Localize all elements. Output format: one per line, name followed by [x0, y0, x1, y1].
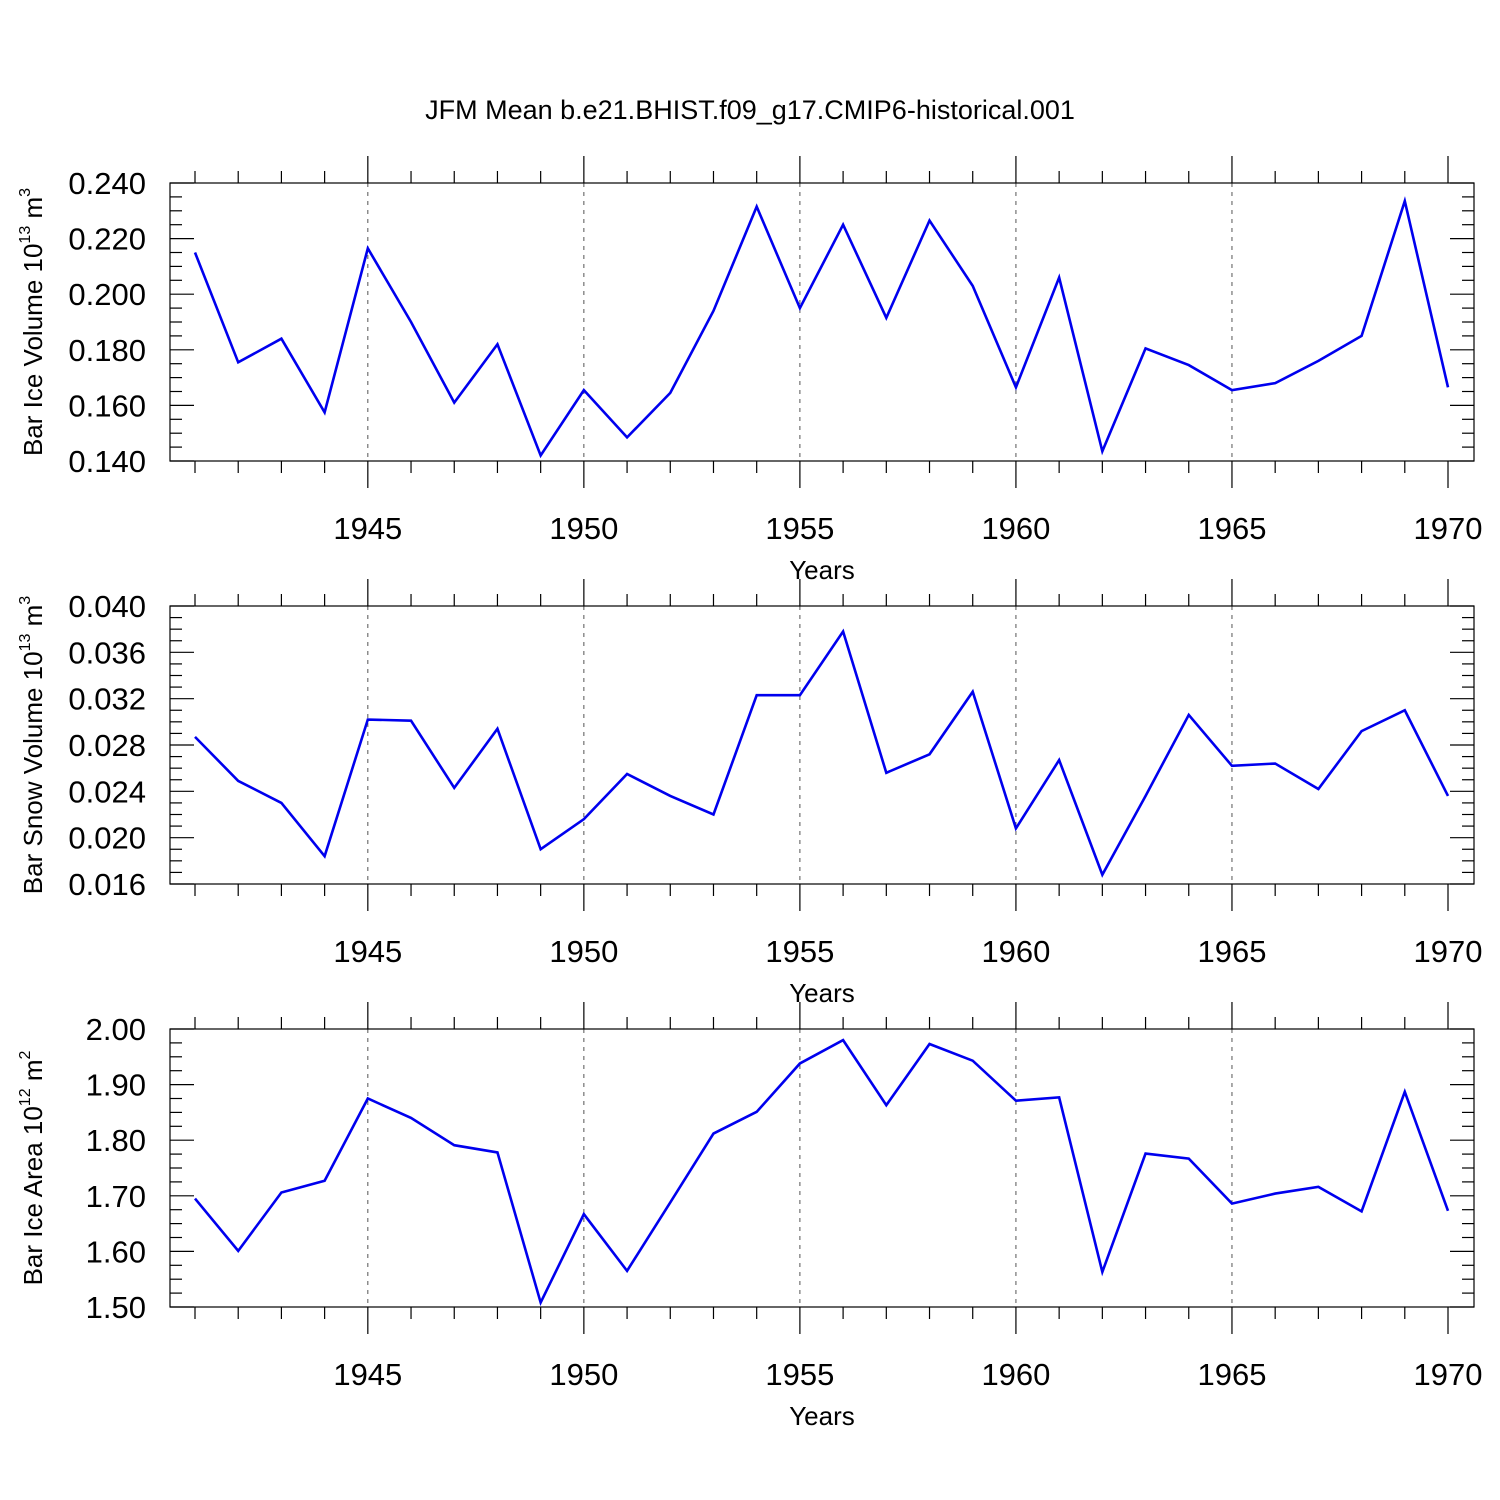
x-tick-label: 1945 [333, 1357, 402, 1392]
y-tick-label: 0.016 [68, 867, 146, 902]
y-axis-label-unit: m [18, 197, 48, 226]
chart-title: JFM Mean b.e21.BHIST.f09_g17.CMIP6-histo… [425, 95, 1075, 125]
y-tick-label: 1.80 [86, 1123, 146, 1158]
x-tick-label: 1960 [981, 934, 1050, 969]
y-axis-label-sup1: 13 [17, 633, 34, 651]
x-tick-label: 1955 [765, 511, 834, 546]
x-axis-label: Years [789, 555, 855, 585]
x-tick-label: 1950 [549, 511, 618, 546]
y-axis-label-sup2: 2 [17, 1050, 34, 1059]
x-tick-label: 1965 [1197, 1357, 1266, 1392]
y-tick-label: 0.040 [68, 589, 146, 624]
y-axis-label-base: Bar Ice Area 10 [18, 1106, 48, 1285]
y-axis-label-sup2: 3 [17, 596, 34, 605]
x-tick-label: 1960 [981, 1357, 1050, 1392]
x-axis-label: Years [789, 978, 855, 1008]
y-axis-label-sup1: 12 [17, 1088, 34, 1106]
x-tick-label: 1970 [1414, 934, 1483, 969]
y-axis-label: Bar Snow Volume 1013 m3 [17, 596, 48, 895]
ice-area-series-line [193, 1038, 1450, 1307]
snow-volume-series-line [194, 628, 1450, 878]
x-axis-label: Years [789, 1401, 855, 1431]
y-axis-label-base: Bar Ice Volume 10 [18, 244, 48, 456]
x-tick-label: 1965 [1197, 511, 1266, 546]
y-tick-label: 0.020 [68, 821, 146, 856]
y-tick-label: 0.032 [68, 682, 146, 717]
ice-volume-panel: 1945 1950 1955 1960 1965 1970 0.140 0.160 0.180 0… [17, 156, 1482, 585]
y-tick-label: 0.140 [68, 444, 146, 479]
y-tick-label: 2.00 [86, 1012, 146, 1047]
y-tick-label: 1.50 [86, 1290, 146, 1325]
y-tick-label: 0.028 [68, 728, 146, 763]
y-axis-label-unit: m [18, 605, 48, 634]
x-tick-label: 1970 [1414, 511, 1483, 546]
y-tick-label: 1.90 [86, 1068, 146, 1103]
y-tick-label: 0.160 [68, 388, 146, 423]
x-tick-label: 1950 [549, 1357, 618, 1392]
ice-area-panel: 1945 1950 1955 1960 1965 1970 1.50 1.60 1.70 1.80… [17, 1002, 1482, 1431]
x-tick-label: 1955 [765, 934, 834, 969]
y-axis-label-sup2: 3 [17, 188, 34, 197]
x-tick-label: 1945 [333, 934, 402, 969]
snow-volume-panel: 1945 1950 1955 1960 1965 1970 0.016 0.020 0.024 0… [17, 579, 1482, 1008]
y-axis-label: Bar Ice Area 1012 m2 [17, 1050, 48, 1285]
y-axis-label: Bar Ice Volume 1013 m3 [17, 188, 48, 456]
y-axis-label-unit: m [18, 1059, 48, 1088]
ice-volume-series-line [193, 196, 1450, 459]
y-tick-label: 1.70 [86, 1179, 146, 1214]
y-tick-label: 0.240 [68, 166, 146, 201]
y-tick-label: 1.60 [86, 1234, 146, 1269]
x-tick-label: 1965 [1197, 934, 1266, 969]
y-tick-label: 0.180 [68, 333, 146, 368]
y-tick-label: 0.200 [68, 277, 146, 312]
x-tick-label: 1950 [549, 934, 618, 969]
y-axis-label-base: Bar Snow Volume 10 [18, 651, 48, 894]
y-tick-label: 0.220 [68, 222, 146, 257]
x-tick-label: 1955 [765, 1357, 834, 1392]
y-tick-label: 0.036 [68, 635, 146, 670]
x-tick-label: 1945 [333, 511, 402, 546]
x-tick-label: 1970 [1414, 1357, 1483, 1392]
y-tick-label: 0.024 [68, 774, 146, 809]
x-tick-label: 1960 [981, 511, 1050, 546]
y-axis-label-sup1: 13 [17, 226, 34, 244]
